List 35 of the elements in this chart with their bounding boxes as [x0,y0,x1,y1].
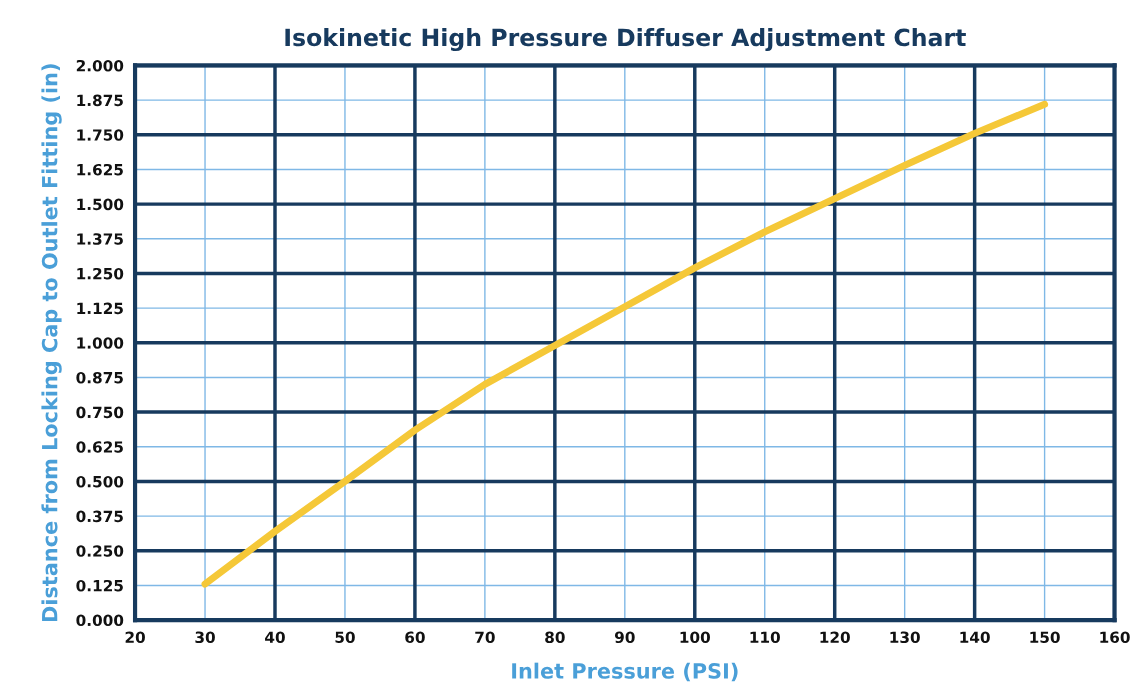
y-tick-label: 0.250 [76,545,124,557]
chart-title: Isokinetic High Pressure Diffuser Adjustment Chart [285,28,966,52]
x-tick-label: 120 [820,631,850,644]
x-tick-label: 90 [614,631,635,644]
y-tick-label: 1.250 [77,267,124,280]
x-tick-label: 100 [680,631,710,644]
x-tick-label: 130 [890,631,920,644]
y-tick-label: 0.000 [76,614,124,627]
y-axis-title: Distance from Locking Cap to Outlet Fitting (in) [41,64,62,622]
y-tick-label: 2.000 [76,59,124,72]
x-tick-label: 20 [125,631,145,644]
y-tick-label: 1.375 [77,233,123,245]
x-tick-label: 110 [750,631,780,644]
y-tick-label: 1.500 [77,198,124,211]
x-tick-label: 30 [195,631,215,644]
y-tick-label: 0.625 [76,441,123,453]
y-tick-label: 0.375 [76,510,123,523]
y-tick-label: 0.875 [76,371,123,384]
x-tick-label: 60 [405,631,425,644]
x-tick-label: 80 [545,631,565,644]
x-tick-label: 70 [475,631,495,644]
x-tick-label: 160 [1100,631,1130,644]
y-tick-label: 1.000 [77,337,124,349]
x-tick-label: 40 [265,631,285,644]
y-tick-label: 1.125 [77,302,123,315]
y-tick-label: 0.750 [76,406,124,419]
y-tick-label: 0.125 [76,579,123,592]
x-tick-label: 140 [960,631,990,644]
y-tick-label: 1.625 [77,163,123,176]
y-tick-label: 1.750 [77,129,124,141]
x-tick-label: 50 [335,631,355,644]
x-tick-label: 150 [1030,631,1060,644]
y-tick-label: 0.500 [76,475,124,488]
x-axis-title: Inlet Pressure (PSI) [512,662,738,682]
y-tick-label: 1.875 [77,94,123,107]
